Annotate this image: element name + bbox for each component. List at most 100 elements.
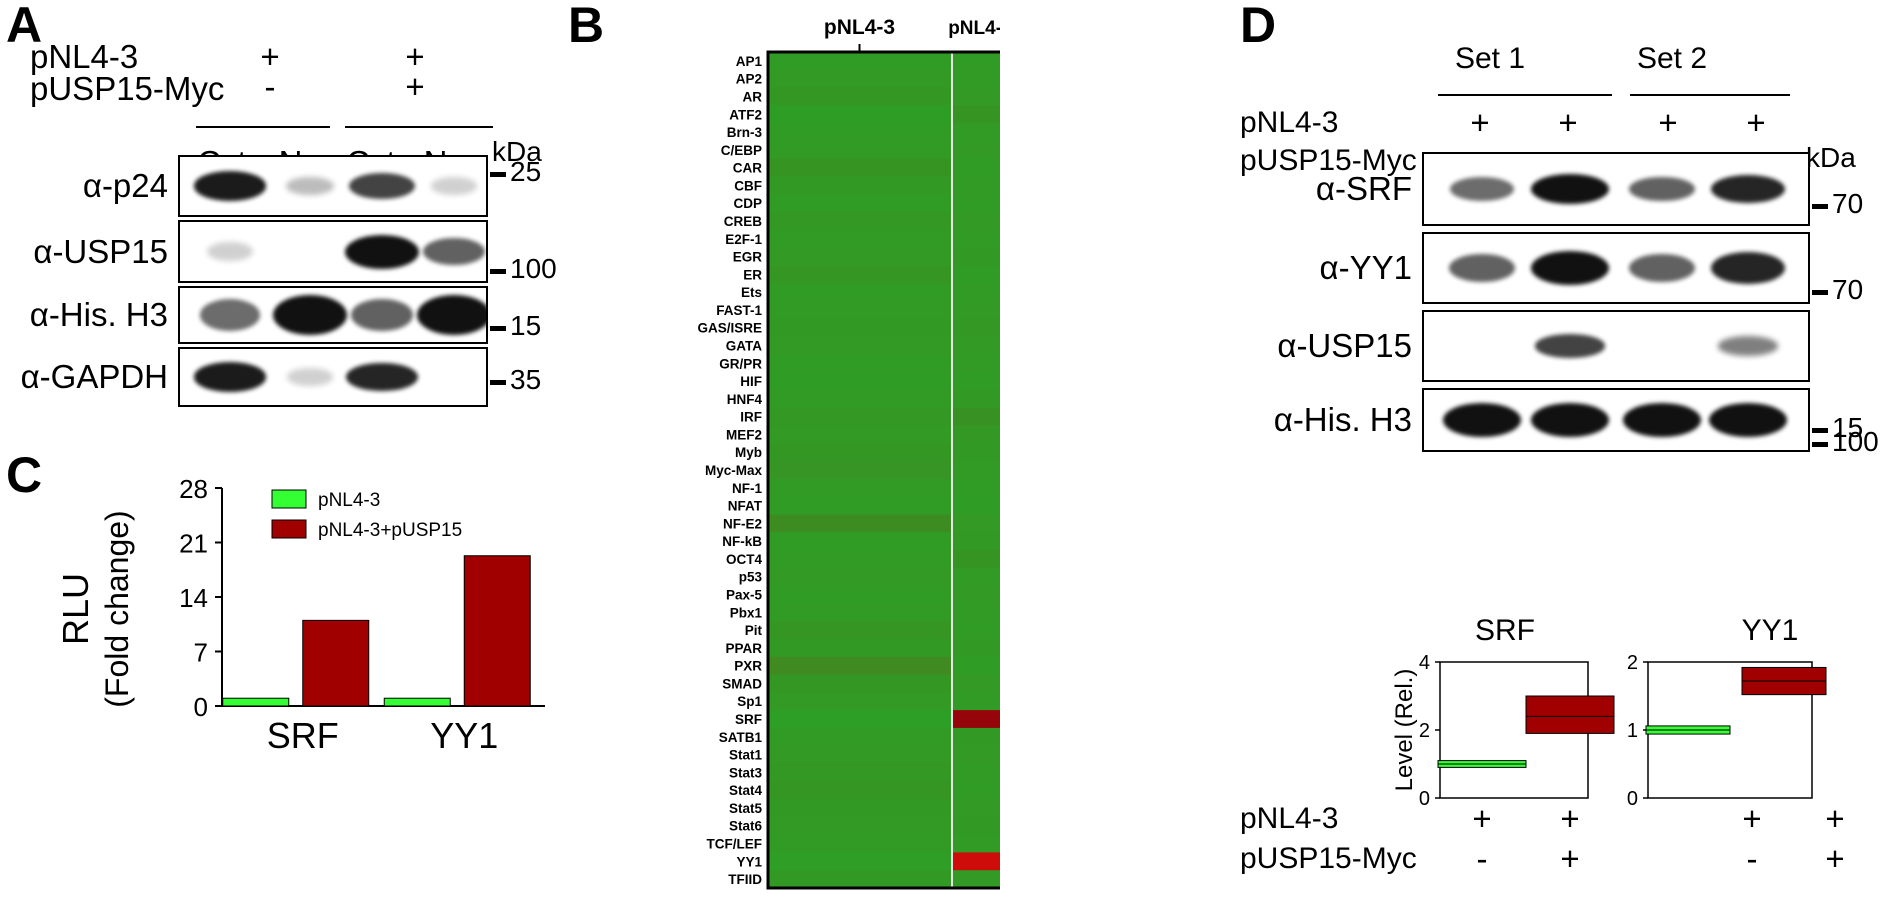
heatmap-row-label-8: CBF [734, 178, 762, 193]
heatmap-cell-1-30 [768, 567, 951, 587]
a-marker-tick-2 [490, 269, 506, 274]
d-blot-4 [1422, 388, 1810, 452]
heatmap-cell-2-13 [953, 265, 1000, 284]
d-row2-label: pUSP15-Myc [1240, 144, 1417, 177]
c-legend-label-1: pNL4-3 [318, 490, 380, 511]
heatmap-cell-2-35 [953, 656, 1000, 676]
d-blot-1 [1422, 152, 1810, 226]
heatmap-cell-1-18 [768, 354, 951, 373]
heatmap-cell-2-34 [953, 638, 1000, 658]
heatmap-cell-2-40 [953, 745, 1000, 765]
a-row1-value-2: + [405, 38, 425, 75]
heatmap-cell-1-35 [768, 656, 951, 676]
heatmap-row-label-32: Pbx1 [730, 605, 763, 620]
heatmap-cell-1-44 [768, 816, 951, 836]
heatmap-cell-1-33 [768, 621, 951, 640]
heatmap-cell-2-9 [953, 194, 1000, 213]
a-marker-3: 15 [510, 310, 542, 341]
heatmap-row-label-3: AR [743, 89, 763, 104]
a-band-3-3 [350, 298, 414, 332]
heatmap-cell-1-38 [768, 710, 951, 729]
heatmap-cell-2-32 [953, 603, 1000, 622]
a-band-4-2 [287, 368, 333, 386]
heatmap-row-label-46: YY1 [736, 854, 762, 869]
d-band-1-3 [1629, 176, 1695, 202]
heatmap-cell-2-42 [953, 781, 1000, 800]
heatmap-cell-1-31 [768, 585, 951, 605]
heatmap-cell-2-45 [953, 834, 1000, 854]
heatmap-cell-2-39 [953, 727, 1000, 747]
d-band-4-2 [1531, 403, 1609, 437]
heatmap-cell-2-10 [953, 212, 1000, 231]
heatmap-row-label-45: TCF/LEF [707, 837, 763, 852]
panel-label-a: A [6, 0, 43, 53]
heatmap-cell-1-22 [768, 425, 951, 444]
a-marker-tick-1 [490, 172, 506, 177]
d-band-4-4 [1709, 403, 1787, 437]
c-y-tick-label: 7 [194, 638, 208, 668]
d-band-1-1 [1450, 177, 1514, 201]
heatmap-cell-2-3 [953, 87, 1000, 106]
panel-label-c: C [6, 447, 43, 503]
heatmap-row-label-19: HIF [740, 374, 762, 389]
a-blot-label-4: α-GAPDH [20, 358, 168, 395]
heatmap-row-label-43: Stat5 [729, 801, 763, 816]
dq-row2-value-3: - [1746, 840, 1758, 877]
heatmap-row-label-29: OCT4 [726, 552, 762, 567]
d-row1-value-4: + [1746, 104, 1766, 141]
c-y-tick-label: 21 [179, 529, 208, 559]
heatmap-cell-1-9 [768, 194, 951, 213]
d-set-line-2 [1630, 94, 1790, 96]
c-bar-pNL4-3-YY1 [383, 697, 451, 707]
heatmap-row-label-1: AP1 [736, 54, 763, 69]
heatmap-cell-1-39 [768, 727, 951, 747]
d-band-1-4 [1710, 174, 1786, 204]
d-marker-4: 15 [1832, 412, 1864, 443]
quant-y-tick-label: 0 [1627, 788, 1638, 810]
heatmap-cell-1-19 [768, 372, 951, 391]
dq-row2-label: pUSP15-Myc [1240, 842, 1417, 875]
heatmap-row-label-4: ATF2 [729, 107, 762, 122]
heatmap-row-label-12: EGR [733, 250, 763, 265]
heatmap-col-label-2: pNL4-3+pUSP15-Myc [948, 18, 1000, 39]
heatmap-cell-1-24 [768, 461, 951, 480]
d-marker-tick-4 [1812, 428, 1828, 433]
heatmap-cell-1-40 [768, 745, 951, 765]
heatmap-cell-2-41 [953, 763, 1000, 782]
d-marker-3: 100 [1832, 426, 1879, 457]
heatmap-cell-2-1 [953, 52, 1000, 71]
c-bar-pNL4-3-SRF [222, 697, 290, 707]
heatmap-row-label-38: SRF [735, 712, 762, 727]
a-band-1-1 [193, 171, 267, 201]
a-band-4-1 [193, 362, 267, 392]
heatmap-cell-1-32 [768, 603, 951, 622]
a-band-3-2 [273, 295, 347, 335]
c-y-label-line2: (Fold change) [99, 510, 135, 707]
heatmap-cell-1-16 [768, 318, 951, 338]
d-band-1-2 [1531, 174, 1609, 204]
heatmap-cell-1-36 [768, 674, 951, 693]
c-y-tick-label: 14 [179, 583, 208, 613]
c-y-tick-label: 28 [179, 474, 208, 504]
heatmap-cell-2-25 [953, 478, 1000, 498]
a-band-3-4 [417, 295, 486, 335]
d-band-3-4 [1717, 336, 1779, 356]
rlu-bar-chart: 0 7 14 21 28 RLU (Fold change) SRF YY1 pNL4-3 pNL4… [55, 474, 545, 756]
quant-box-1-2 [1525, 695, 1615, 734]
quant-y-tick-label: 1 [1627, 720, 1638, 742]
dq-row2-value-2: + [1560, 840, 1580, 877]
heatmap-row-label-11: E2F-1 [725, 232, 762, 247]
heatmap-row-label-17: GATA [726, 338, 762, 353]
heatmap-cell-1-41 [768, 763, 951, 782]
heatmap-cell-2-29 [953, 550, 1000, 569]
d-marker-2: 70 [1832, 274, 1864, 305]
quant-yy1-title: YY1 [1741, 614, 1799, 647]
heatmap-cell-1-47 [768, 870, 951, 889]
heatmap-cell-2-38 [953, 710, 1000, 729]
heatmap-cell-2-16 [953, 318, 1000, 338]
heatmap-cell-1-34 [768, 638, 951, 658]
heatmap-row-label-39: SATB1 [719, 730, 763, 745]
a-blot-label-2: α-USP15 [33, 232, 168, 270]
heatmap-row-label-20: HNF4 [727, 392, 763, 407]
